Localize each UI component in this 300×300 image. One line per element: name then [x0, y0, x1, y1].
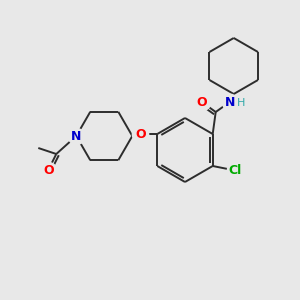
- Text: H: H: [237, 98, 245, 108]
- Text: N: N: [71, 130, 82, 142]
- Text: N: N: [224, 95, 235, 109]
- Text: Cl: Cl: [228, 164, 241, 176]
- Text: O: O: [196, 95, 207, 109]
- Text: O: O: [135, 128, 146, 140]
- Text: O: O: [43, 164, 54, 176]
